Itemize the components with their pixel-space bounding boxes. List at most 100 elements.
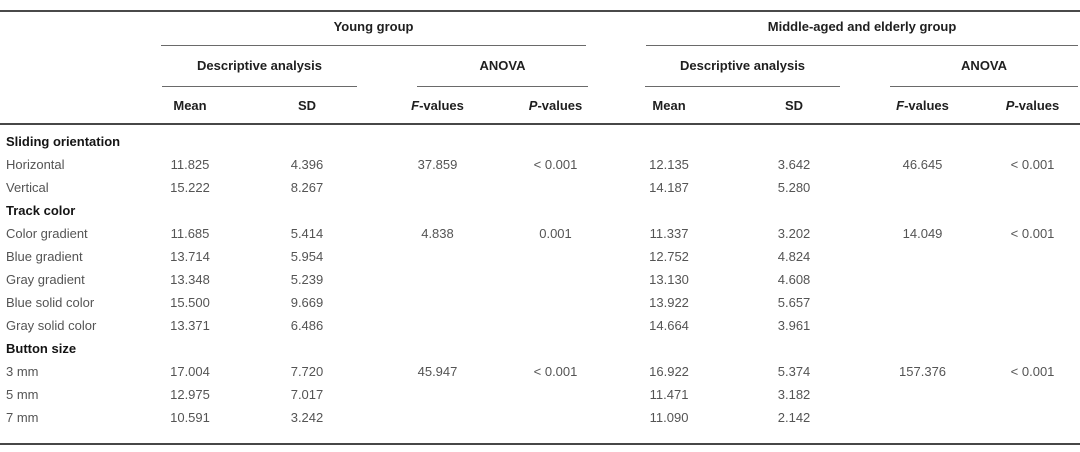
cell-value — [501, 407, 610, 444]
f-italic: F — [896, 98, 905, 113]
cell-value: < 0.001 — [1010, 157, 1055, 172]
col-header-mean-middle: Mean — [610, 87, 729, 125]
cell-value: 16.922 — [649, 364, 689, 379]
subgroup-header-row: Descriptive analysis ANOVA Descriptive a… — [0, 46, 1080, 87]
cell-value — [860, 315, 985, 338]
cell-value — [860, 292, 985, 315]
section-title: Sliding orientation — [6, 134, 121, 149]
row-label: Vertical — [6, 180, 49, 195]
cell-value: 7.017 — [290, 387, 324, 402]
cell-value: 5.657 — [777, 295, 811, 310]
row-label: 5 mm — [6, 387, 39, 402]
cell-value — [501, 246, 610, 269]
corner-cell — [0, 46, 140, 87]
cell-value: 3.202 — [777, 226, 811, 241]
cell-value: 12.752 — [649, 249, 689, 264]
table-row: 5 mm 12.975 7.017 11.471 3.182 — [0, 384, 1080, 407]
table-body: Sliding orientation Horizontal 11.825 4.396… — [0, 124, 1080, 444]
table-row: 3 mm 17.004 7.720 45.947 < 0.001 16.922 5.374 1… — [0, 361, 1080, 384]
cell-value — [374, 177, 501, 200]
cell-value — [985, 315, 1080, 338]
row-label: Gray gradient — [6, 272, 85, 287]
cell-value — [501, 315, 610, 338]
cell-value: 4.396 — [290, 157, 324, 172]
section-row: Sliding orientation — [0, 124, 1080, 154]
cell-value: 4.608 — [777, 272, 811, 287]
p-suffix: -values — [1014, 98, 1060, 113]
cell-value: 2.142 — [777, 410, 811, 425]
col-header-f-values-young: F-values — [374, 87, 501, 125]
f-suffix: -values — [419, 98, 464, 113]
table-row: Blue solid color 15.500 9.669 13.922 5.657 — [0, 292, 1080, 315]
cell-value — [860, 407, 985, 444]
cell-value: 3.182 — [777, 387, 811, 402]
p-italic: P — [528, 98, 538, 113]
cell-value — [501, 269, 610, 292]
table-row: Vertical 15.222 8.267 14.187 5.280 — [0, 177, 1080, 200]
cell-value: 13.348 — [170, 272, 210, 287]
cell-value: 11.337 — [649, 226, 689, 241]
cell-value — [860, 246, 985, 269]
cell-value: 11.825 — [170, 157, 210, 172]
cell-value: 37.859 — [417, 157, 458, 172]
cell-value: 5.954 — [290, 249, 324, 264]
results-table: Young group Middle-aged and elderly grou… — [0, 10, 1080, 445]
cell-value: 3.642 — [777, 157, 811, 172]
row-label: Blue gradient — [6, 249, 83, 264]
table-row: Gray solid color 13.371 6.486 14.664 3.961 — [0, 315, 1080, 338]
subheader-descriptive-young: Descriptive analysis — [140, 46, 374, 87]
cell-value — [860, 269, 985, 292]
f-suffix: -values — [904, 98, 949, 113]
cell-value: 13.130 — [649, 272, 689, 287]
cell-value: 157.376 — [899, 364, 947, 379]
cell-value: 4.824 — [777, 249, 811, 264]
cell-value: 11.471 — [649, 387, 689, 402]
cell-value: 13.371 — [170, 318, 210, 333]
cell-value: 7.720 — [290, 364, 324, 379]
subheader-descriptive-middle: Descriptive analysis — [610, 46, 860, 87]
row-label: Gray solid color — [6, 318, 97, 333]
cell-value: 4.838 — [421, 226, 454, 241]
col-header-p-values-middle: P-values — [985, 87, 1080, 125]
section-title: Button size — [6, 341, 77, 356]
subheader-anova-young: ANOVA — [374, 46, 610, 87]
col-header-f-values-middle: F-values — [860, 87, 986, 125]
cell-value: 0.001 — [539, 226, 572, 241]
p-suffix: -values — [537, 98, 583, 113]
corner-cell — [0, 87, 140, 125]
cell-value: 5.280 — [777, 180, 811, 195]
cell-value — [985, 246, 1080, 269]
cell-value: 8.267 — [290, 180, 324, 195]
cell-value: 5.414 — [290, 226, 324, 241]
cell-value: 14.187 — [649, 180, 689, 195]
table-row: Blue gradient 13.714 5.954 12.752 4.824 — [0, 246, 1080, 269]
p-italic: P — [1005, 98, 1015, 113]
cell-value: 12.135 — [649, 157, 689, 172]
cell-value — [374, 292, 501, 315]
cell-value — [985, 269, 1080, 292]
cell-value — [374, 384, 501, 407]
cell-value: 6.486 — [290, 318, 324, 333]
cell-value: < 0.001 — [533, 364, 578, 379]
cell-value — [374, 407, 501, 444]
cell-value: 9.669 — [290, 295, 324, 310]
cell-value: 15.500 — [170, 295, 210, 310]
row-label: Blue solid color — [6, 295, 95, 310]
cell-value: < 0.001 — [1010, 364, 1055, 379]
cell-value: 5.239 — [290, 272, 324, 287]
cell-value — [374, 315, 501, 338]
table-row: 7 mm 10.591 3.242 11.090 2.142 — [0, 407, 1080, 444]
cell-value: 10.591 — [170, 410, 210, 425]
cell-value: 12.975 — [170, 387, 210, 402]
table-header: Young group Middle-aged and elderly grou… — [0, 11, 1080, 125]
group-header-middle-aged: Middle-aged and elderly group — [610, 11, 1080, 46]
cell-value — [860, 177, 985, 200]
cell-value: 3.242 — [290, 410, 324, 425]
col-header-sd-middle: SD — [728, 87, 861, 125]
row-label: 7 mm — [6, 410, 39, 425]
cell-value: 14.049 — [902, 226, 943, 241]
col-header-p-values-young: P-values — [501, 87, 611, 125]
table-row: Color gradient 11.685 5.414 4.838 0.001 11.33… — [0, 223, 1080, 246]
cell-value — [985, 292, 1080, 315]
